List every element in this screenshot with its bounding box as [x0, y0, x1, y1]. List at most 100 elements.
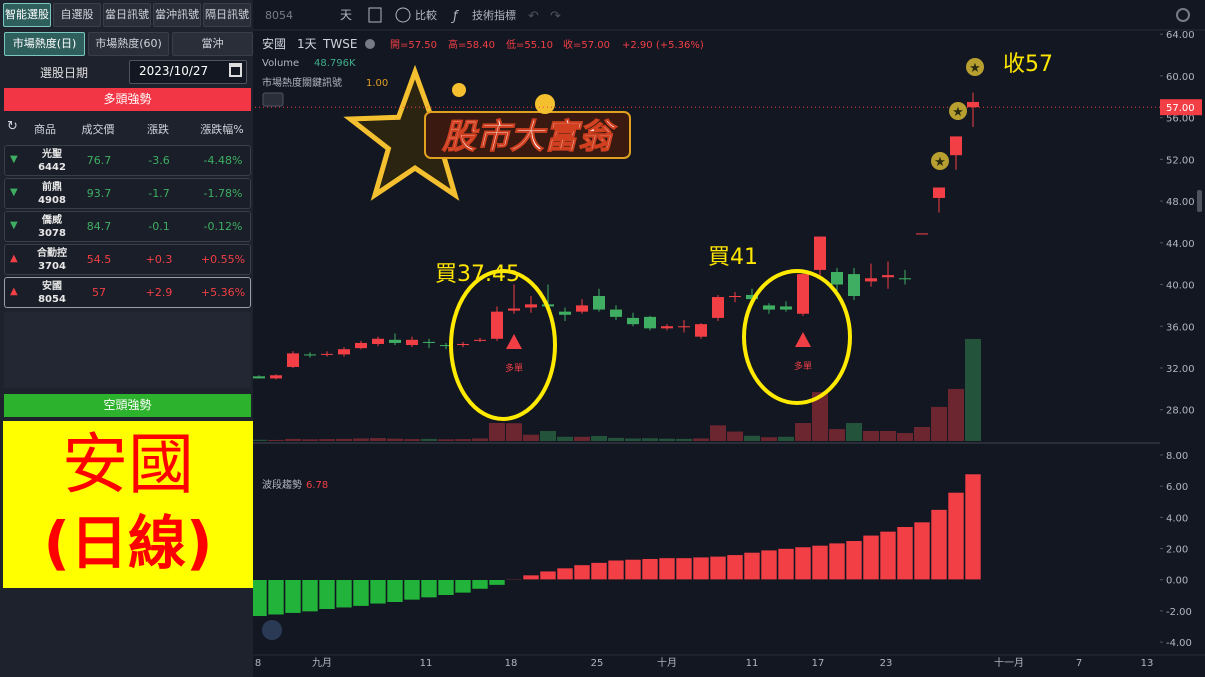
toolbar-tab[interactable]: 自選股 — [53, 3, 101, 27]
candle-body — [661, 326, 673, 329]
stock-row[interactable]: ▼ 前鼎 4908 93.7 -1.7 -1.78% — [4, 178, 251, 209]
symbol[interactable]: 8054 — [265, 9, 293, 22]
candle-body — [814, 236, 826, 270]
compare-button[interactable]: 比較 — [415, 8, 437, 22]
column-header: 漲跌 — [147, 123, 169, 136]
collapse-button[interactable] — [262, 92, 284, 107]
toolbar-tab[interactable]: 智能選股 — [3, 3, 51, 27]
chart-exchange: TWSE — [322, 37, 357, 51]
volume-bar — [404, 439, 420, 441]
bear-title: 空頭強勢 — [4, 394, 251, 417]
candle-body — [644, 316, 656, 329]
indicators-button[interactable]: 技術指標 — [472, 8, 516, 22]
date-input[interactable] — [129, 60, 247, 84]
annotation: 收57 — [1003, 52, 1053, 77]
osc-tick-label: 8.00 — [1166, 451, 1188, 462]
osc-bar — [318, 579, 336, 610]
volume-bar — [608, 437, 624, 441]
column-header: 成交價 — [81, 123, 115, 136]
ohlc-value: 低=55.10 — [506, 38, 553, 51]
stock-code: 8054 — [38, 294, 66, 305]
settings-icon[interactable] — [1176, 8, 1190, 22]
tv-logo[interactable] — [262, 620, 282, 640]
volume-bar — [727, 431, 743, 441]
candle-body — [712, 297, 724, 318]
candle-body — [457, 343, 469, 346]
stock-price: 76.7 — [86, 154, 112, 167]
osc-bar — [386, 579, 404, 603]
volume-bar — [557, 436, 573, 441]
logo: 股市大富翁 — [343, 64, 631, 201]
candle-body — [678, 326, 690, 328]
volume-bar — [438, 439, 454, 441]
toolbar-tab[interactable]: 當日訊號 — [103, 3, 151, 27]
date-label: 選股日期 — [40, 66, 89, 80]
heat-tab[interactable]: 當沖 — [172, 32, 253, 56]
calendar-icon[interactable] — [229, 63, 242, 77]
osc-bar — [403, 579, 421, 601]
osc-bar — [352, 579, 370, 607]
chart-interval: 1天 — [297, 37, 317, 51]
interval-button[interactable]: 天 — [340, 8, 352, 22]
osc-bar — [607, 559, 625, 580]
scrollbar[interactable] — [1197, 190, 1202, 212]
stock-price: 54.5 — [86, 253, 112, 266]
osc-bar — [828, 542, 846, 580]
volume-bar — [421, 438, 437, 441]
volume-bar — [880, 430, 896, 441]
osc-bar — [930, 509, 948, 580]
osc-bar — [879, 531, 897, 580]
redo-icon[interactable]: ↷ — [550, 9, 562, 24]
toolbar-tab[interactable]: 當沖訊號 — [153, 3, 201, 27]
stock-pct: -1.78% — [203, 187, 243, 200]
volume-bar — [914, 426, 930, 441]
signal-label: 市場熱度關鍵訊號 — [262, 76, 342, 89]
osc-bar — [335, 579, 353, 609]
osc-tick-label: -2.00 — [1166, 607, 1192, 618]
x-tick-label: 25 — [591, 658, 604, 669]
osc-bar — [369, 579, 387, 605]
compare-icon[interactable] — [395, 7, 411, 23]
osc-bar — [590, 562, 608, 580]
osc-bar — [573, 564, 591, 580]
indicator-icon[interactable]: ƒ — [450, 9, 460, 24]
osc-bar — [539, 570, 557, 580]
candle-body — [627, 317, 639, 325]
annotation: 買37.45 — [435, 262, 520, 287]
date-value[interactable]: 2023/10/27 — [139, 64, 209, 78]
candle-body — [746, 294, 758, 300]
heat-tab[interactable]: 市場熱度(日) — [4, 32, 85, 56]
stock-price: 84.7 — [86, 220, 112, 233]
logo-coin — [535, 94, 555, 114]
toolbar-tab[interactable]: 隔日訊號 — [203, 3, 251, 27]
volume-bar — [353, 438, 369, 441]
volume-bar — [387, 438, 403, 441]
osc-bar — [760, 549, 778, 580]
candle-body — [780, 306, 792, 310]
star-badge — [931, 152, 949, 170]
stock-row[interactable]: ▲ 合勤控 3704 54.5 +0.3 +0.55% — [4, 244, 251, 275]
osc-bar — [471, 579, 489, 590]
stock-code: 3704 — [38, 261, 66, 272]
x-tick-label: 8 — [255, 658, 261, 669]
undo-icon[interactable]: ↶ — [528, 9, 539, 24]
stock-row[interactable]: ▼ 僑威 3078 84.7 -0.1 -0.12% — [4, 211, 251, 242]
osc-bar — [658, 557, 676, 580]
candle-body — [355, 342, 367, 349]
y-tick-label: 44.00 — [1166, 239, 1195, 250]
volume-value: 48.796K — [314, 58, 356, 69]
chart-type-icon[interactable] — [368, 7, 382, 23]
heat-tab[interactable]: 市場熱度(60) — [88, 32, 169, 56]
candle-body — [831, 272, 843, 285]
star-icon: ★ — [952, 105, 964, 120]
stock-row[interactable]: ▼ 光聖 6442 76.7 -3.6 -4.48% — [4, 145, 251, 176]
refresh-icon[interactable]: ↻ — [7, 119, 18, 134]
highlight-ellipse — [742, 269, 852, 405]
volume-bar — [591, 435, 607, 441]
ohlc-value: +2.90 (+5.36%) — [622, 40, 704, 51]
stock-change: -3.6 — [148, 154, 170, 167]
star-badge — [949, 102, 967, 120]
stock-row[interactable]: ▲ 安國 8054 57 +2.9 +5.36% — [4, 277, 251, 308]
x-tick-label: 九月 — [312, 657, 332, 669]
